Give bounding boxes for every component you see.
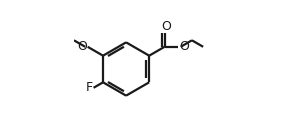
Text: F: F — [86, 81, 93, 94]
Text: O: O — [161, 20, 171, 33]
Text: O: O — [179, 40, 189, 53]
Text: O: O — [77, 40, 87, 53]
